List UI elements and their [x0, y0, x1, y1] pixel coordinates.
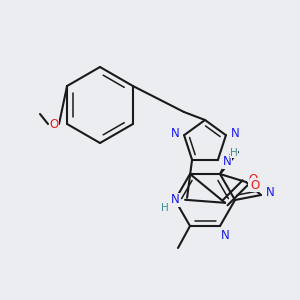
- Text: H: H: [230, 148, 238, 158]
- Text: N: N: [171, 193, 179, 206]
- Text: H: H: [161, 203, 169, 213]
- Text: N: N: [220, 230, 230, 242]
- Text: N: N: [223, 155, 231, 168]
- Text: O: O: [250, 178, 260, 191]
- Text: N: N: [266, 185, 274, 199]
- Text: N: N: [171, 127, 179, 140]
- Text: O: O: [50, 118, 58, 130]
- Text: N: N: [230, 127, 239, 140]
- Text: O: O: [248, 173, 258, 186]
